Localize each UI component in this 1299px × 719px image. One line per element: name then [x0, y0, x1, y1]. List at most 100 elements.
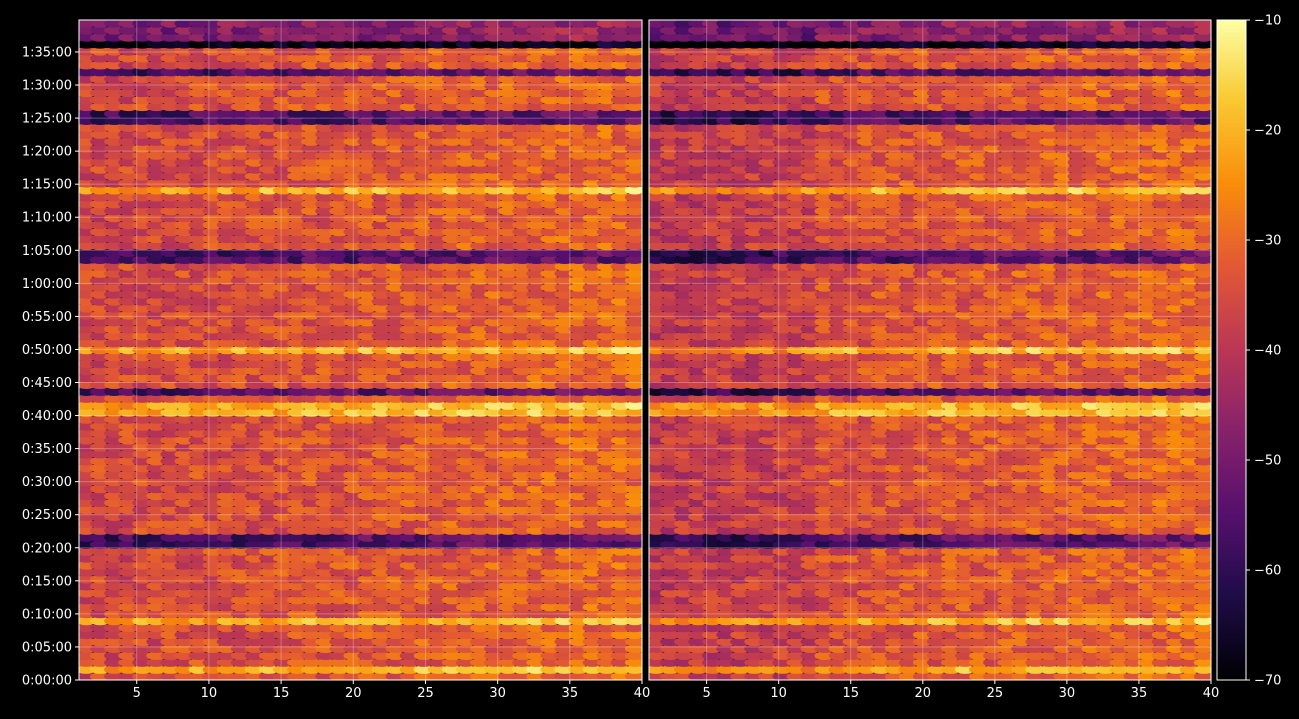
heatmap-cell — [498, 380, 519, 390]
heatmap-cell — [582, 137, 603, 146]
heatmap-cell — [174, 227, 195, 237]
heatmap-cell — [132, 665, 153, 674]
heatmap-cell — [484, 609, 505, 619]
heatmap-cell — [273, 81, 294, 91]
heatmap-cell — [244, 276, 265, 285]
heatmap-cell — [329, 387, 350, 397]
heatmap-cell — [174, 88, 195, 98]
heatmap-cell — [244, 199, 265, 209]
heatmap-cell — [132, 144, 153, 153]
heatmap-cell — [343, 248, 364, 257]
heatmap-cell — [624, 359, 642, 369]
heatmap-cell — [484, 199, 505, 209]
heatmap-cell — [526, 609, 547, 619]
heatmap-cell — [258, 491, 280, 501]
heatmap-cell — [258, 213, 280, 223]
heatmap-cell — [160, 269, 181, 278]
heatmap-cell — [160, 165, 181, 174]
heatmap-cell — [287, 213, 308, 223]
heatmap-cell — [230, 436, 251, 445]
heatmap-cell — [371, 568, 392, 577]
heatmap-cell — [146, 422, 167, 431]
heatmap-cell — [413, 213, 434, 223]
heatmap-cell — [610, 324, 632, 334]
heatmap-cell — [315, 206, 336, 216]
heatmap-cell — [301, 408, 322, 417]
heatmap-cell — [230, 185, 251, 195]
heatmap-cell — [470, 331, 491, 341]
heatmap-cell — [456, 297, 477, 306]
heatmap-cell — [568, 658, 589, 667]
heatmap-cell — [202, 26, 223, 35]
heatmap-cell — [118, 359, 139, 369]
heatmap-cell — [216, 665, 237, 674]
heatmap-cell — [146, 109, 167, 119]
heatmap-cell — [582, 449, 603, 459]
heatmap-cell — [301, 199, 322, 209]
heatmap-cell — [385, 401, 406, 410]
heatmap-cell — [244, 651, 265, 660]
heatmap-cell — [230, 394, 251, 403]
heatmap-cell — [610, 192, 632, 202]
heatmap-cell — [484, 311, 505, 320]
heatmap-cell — [624, 67, 642, 77]
heatmap-cell — [287, 651, 308, 660]
heatmap-cell — [582, 74, 603, 84]
heatmap-cell — [230, 317, 251, 327]
heatmap-cell — [484, 477, 505, 487]
heatmap-cell — [160, 248, 181, 257]
heatmap-cell — [287, 401, 308, 410]
heatmap-cell — [427, 67, 448, 77]
heatmap-cell — [498, 179, 519, 188]
heatmap-cell — [315, 408, 336, 417]
heatmap-cell — [230, 26, 251, 35]
heatmap-cell — [273, 331, 294, 341]
heatmap-cell — [160, 595, 181, 605]
heatmap-cell — [287, 81, 308, 91]
heatmap-cell — [371, 491, 392, 501]
heatmap-cell — [498, 248, 519, 257]
heatmap-cell — [484, 116, 505, 125]
heatmap-cell — [118, 165, 139, 174]
heatmap-cell — [301, 456, 322, 466]
heatmap-cell — [441, 206, 463, 216]
heatmap-cell — [343, 47, 364, 56]
heatmap-cell — [371, 262, 392, 271]
heatmap-cell — [427, 352, 448, 362]
heatmap-cell — [371, 484, 392, 494]
heatmap-cell — [343, 568, 364, 577]
heatmap-cell — [512, 116, 533, 125]
heatmap-cell — [216, 102, 237, 112]
heatmap-cell — [118, 401, 139, 410]
heatmap-cell — [244, 60, 265, 70]
heatmap-cell — [273, 623, 294, 633]
heatmap-cell — [258, 172, 280, 181]
heatmap-cell — [258, 324, 280, 334]
heatmap-cell — [470, 269, 491, 278]
heatmap-cell — [273, 602, 294, 612]
heatmap-cell — [118, 373, 139, 383]
heatmap-cell — [160, 408, 181, 417]
heatmap-cell — [230, 484, 251, 494]
heatmap-cell — [512, 324, 533, 334]
heatmap-cell — [399, 575, 420, 584]
heatmap-cell — [399, 130, 420, 139]
heatmap-cell — [484, 317, 505, 327]
heatmap-cell — [540, 623, 561, 633]
heatmap-cell — [596, 373, 617, 383]
heatmap-cell — [413, 241, 434, 251]
heatmap-cell — [399, 220, 420, 230]
heatmap-cell — [273, 60, 294, 70]
heatmap-cell — [287, 366, 308, 376]
heatmap-cell — [540, 123, 561, 132]
heatmap-cell — [343, 60, 364, 70]
heatmap-cell — [357, 401, 378, 410]
heatmap-cell — [568, 415, 589, 424]
heatmap-cell — [624, 477, 642, 487]
heatmap-cell — [371, 304, 392, 313]
heatmap-cell — [413, 40, 434, 49]
heatmap-cell — [413, 172, 434, 181]
heatmap-cell — [441, 505, 463, 515]
heatmap-cell — [582, 213, 603, 223]
heatmap-cell — [427, 304, 448, 313]
